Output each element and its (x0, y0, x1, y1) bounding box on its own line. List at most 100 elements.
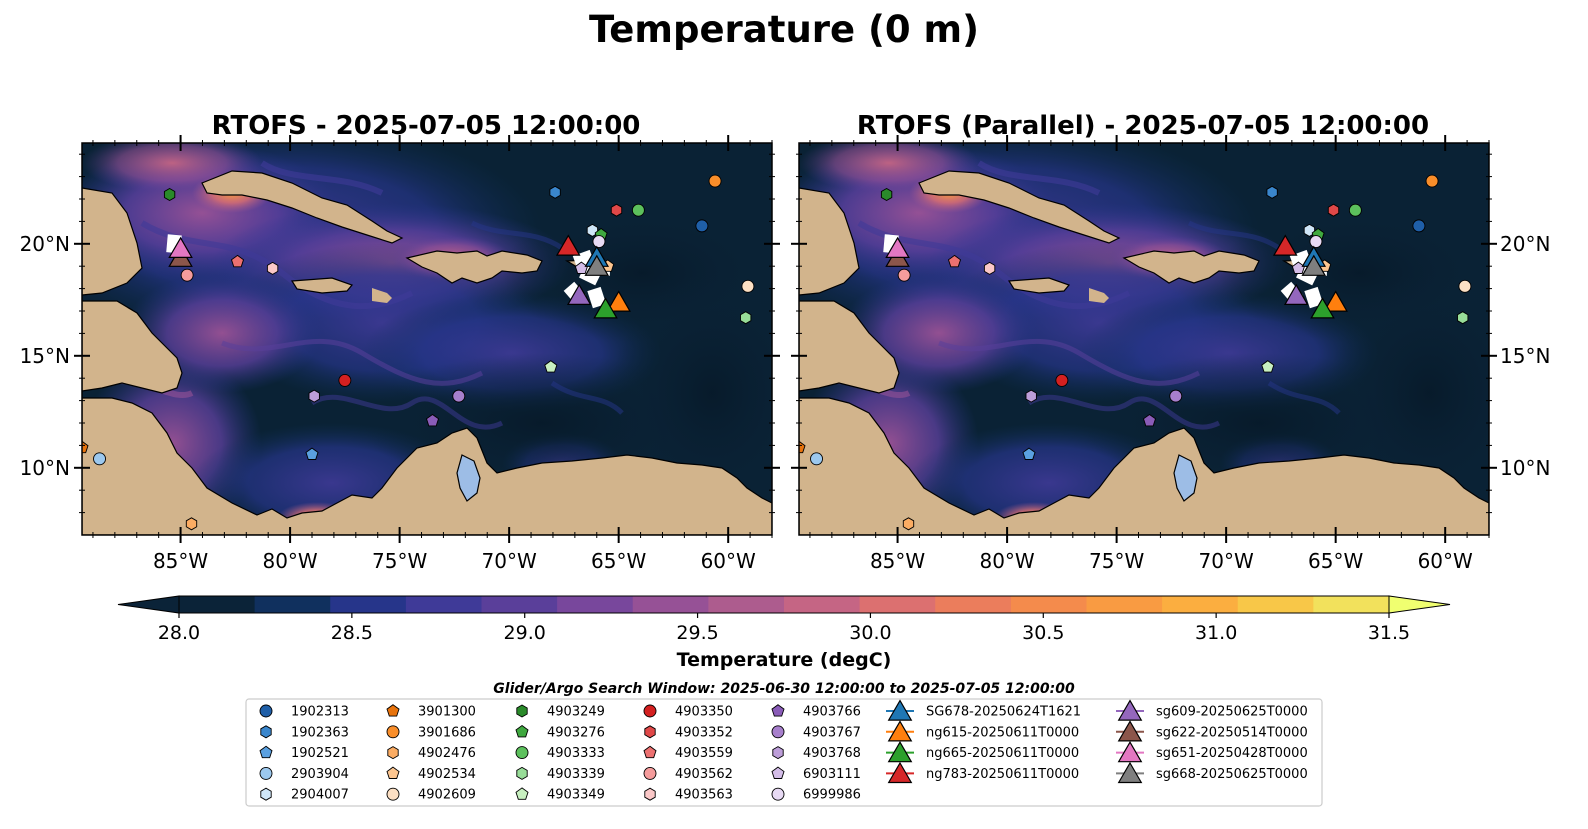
argo-float-4903352 (1327, 203, 1340, 217)
legend-marker-4903333 (515, 746, 529, 760)
colorbar-tick-label: 28.0 (158, 622, 200, 644)
glider-ng783-20250611T0000 (1272, 234, 1298, 256)
argo-float-4903339 (740, 311, 752, 325)
legend-marker-sg609-20250625T0000 (1117, 699, 1143, 721)
legend-label: 2904007 (291, 788, 349, 803)
colorbar-frame (178, 595, 1390, 614)
colorbar-tick-label: 29.0 (504, 622, 546, 644)
legend-label: 4903766 (803, 705, 861, 720)
legend-label: SG678-20250624T1621 (926, 705, 1081, 720)
glider-ng665-20250611T0000 (1310, 297, 1335, 319)
argo-float-4903350 (338, 373, 352, 387)
legend-label: 6903111 (803, 767, 861, 782)
colorbar-segment (1313, 596, 1390, 613)
colorbar-tick-label: 28.5 (331, 622, 373, 644)
legend-marker-4903350 (643, 704, 657, 718)
legend-marker-4903349 (515, 787, 529, 800)
glider-ng615-20250611T0000 (1323, 290, 1348, 312)
legend-marker-4903767 (771, 725, 785, 739)
lon-tick-label: 60°W (701, 549, 756, 573)
legend-box (245, 698, 1323, 807)
argo-float-4903768 (1025, 389, 1037, 403)
lon-tick-label: 75°W (372, 549, 427, 573)
glider-track-2-4 (1304, 286, 1324, 309)
legend-header: Glider/Argo Search Window: 2025-06-30 12… (493, 681, 1075, 697)
legend-label: sg668-20250625T0000 (1156, 767, 1308, 782)
colorbar-extend-low (117, 595, 180, 614)
map-panel-rtofs (81, 142, 773, 536)
legend-marker-4903339 (516, 766, 528, 780)
legend-label: 1902313 (291, 705, 349, 720)
argo-float-1902363 (1266, 185, 1278, 199)
lat-tick-label-right: 10°N (1500, 456, 1550, 480)
map-panel-rtofs-parallel (798, 142, 1490, 536)
colorbar-segment (708, 596, 785, 613)
legend-marker-4903766 (771, 704, 785, 717)
legend-marker-4902476 (387, 746, 399, 760)
lon-tick-label: 65°W (591, 549, 646, 573)
legend-marker-2903904 (259, 766, 273, 780)
legend-marker-1902313 (259, 704, 273, 718)
legend-label: 6999986 (803, 788, 861, 803)
legend-label: sg622-20250514T0000 (1156, 725, 1308, 740)
argo-float-2903904 (93, 452, 106, 466)
argo-float-4903562 (180, 268, 194, 282)
legend-label: ng783-20250611T0000 (926, 767, 1079, 782)
legend-label: 1902521 (291, 746, 349, 761)
lon-tick-label: 65°W (1308, 549, 1363, 573)
legend-label: sg609-20250625T0000 (1156, 705, 1308, 720)
colorbar-segment (1010, 596, 1088, 613)
argo-float-4903339 (1457, 311, 1469, 325)
argo-float-4903767 (1169, 389, 1183, 403)
legend-label: 4903276 (547, 725, 605, 740)
argo-float-4902609 (741, 279, 755, 293)
legend-marker-4902534 (386, 766, 400, 779)
legend-label: 4903352 (675, 725, 733, 740)
legend-marker-SG678-20250624T1621 (887, 699, 913, 721)
colorbar-segment (1086, 596, 1163, 613)
legend-marker-4903559 (643, 745, 657, 759)
markers-panel-1 (82, 174, 755, 531)
argo-float-4903563 (983, 261, 996, 275)
colorbar-segment (405, 596, 483, 613)
argo-float-3901686 (1425, 174, 1439, 188)
argo-float-2903904 (810, 452, 823, 466)
argo-float-6999986 (592, 235, 606, 249)
lon-tick-label: 80°W (979, 549, 1034, 573)
legend-marker-6903111 (771, 766, 785, 779)
glider-sg609-20250625T0000 (1283, 283, 1309, 305)
argo-float-3901300 (799, 440, 806, 454)
argo-float-4903768 (308, 389, 320, 403)
legend-label: 4903559 (675, 746, 733, 761)
colorbar-segment (935, 596, 1012, 613)
colorbar-segment (859, 596, 936, 613)
legend-label: 1902363 (291, 725, 349, 740)
lat-tick-label-left: 10°N (20, 456, 70, 480)
legend-label: sg651-20250428T0000 (1156, 746, 1308, 761)
argo-float-4903249 (880, 187, 893, 202)
legend-label: 4902609 (418, 788, 476, 803)
legend-marker-1902363 (260, 725, 272, 739)
argo-float-3901300 (82, 440, 89, 454)
glider-sg668-20250625T0000 (1301, 254, 1327, 276)
legend-label: 4903339 (547, 767, 605, 782)
colorbar-tick-label: 29.5 (676, 622, 718, 644)
argo-float-4903766 (425, 413, 440, 427)
argo-float-1902521 (1022, 447, 1036, 460)
glider-sg651-20250428T0000 (885, 236, 910, 259)
legend-marker-ng783-20250611T0000 (887, 761, 913, 784)
glider-sg668-20250625T0000 (584, 254, 610, 276)
legend-marker-4903249 (516, 704, 528, 718)
legend-marker-sg668-20250625T0000 (1117, 761, 1143, 784)
glider-ng615-20250611T0000 (606, 290, 631, 312)
legend-marker-1902521 (259, 745, 273, 759)
argo-float-1902521 (305, 447, 319, 460)
legend-label: ng615-20250611T0000 (926, 725, 1079, 740)
figure-title: Temperature (0 m) (589, 8, 979, 51)
glider-ng665-20250611T0000 (593, 297, 618, 319)
legend-label: ng665-20250611T0000 (926, 746, 1079, 761)
glider-sg651-20250428T0000 (168, 236, 193, 259)
colorbar-tick-label: 31.5 (1368, 622, 1410, 644)
colorbar-extend-high (1388, 595, 1451, 614)
